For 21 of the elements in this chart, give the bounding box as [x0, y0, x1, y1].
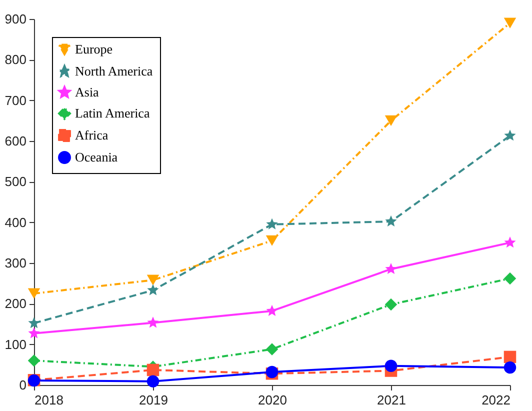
- y-tick-label: 900: [4, 12, 26, 26]
- legend-label: Europe: [75, 42, 113, 56]
- legend-label: Latin America: [75, 106, 150, 120]
- legend-label: Asia: [75, 84, 100, 100]
- legend-label: North America: [75, 64, 153, 78]
- y-tick-label: 200: [4, 296, 26, 312]
- y-tick-label: 500: [4, 174, 26, 190]
- legend-label: Africa: [75, 128, 108, 142]
- y-tick-label: 400: [4, 214, 26, 230]
- y-tick-label: 600: [4, 134, 26, 148]
- y-tick-label: 700: [4, 92, 26, 108]
- y-tick-label: 0: [19, 378, 26, 392]
- x-tick-label: 2020: [258, 392, 287, 408]
- y-tick-label: 800: [4, 52, 26, 68]
- legend-label: Oceania: [75, 150, 118, 164]
- x-tick-label: 2019: [139, 392, 168, 408]
- x-tick-label: 2018: [34, 392, 64, 408]
- y-tick-label: 100: [4, 336, 26, 352]
- y-tick-label: 300: [4, 256, 26, 270]
- x-tick-label: 2022: [482, 392, 510, 408]
- x-tick-label: 2021: [377, 392, 406, 408]
